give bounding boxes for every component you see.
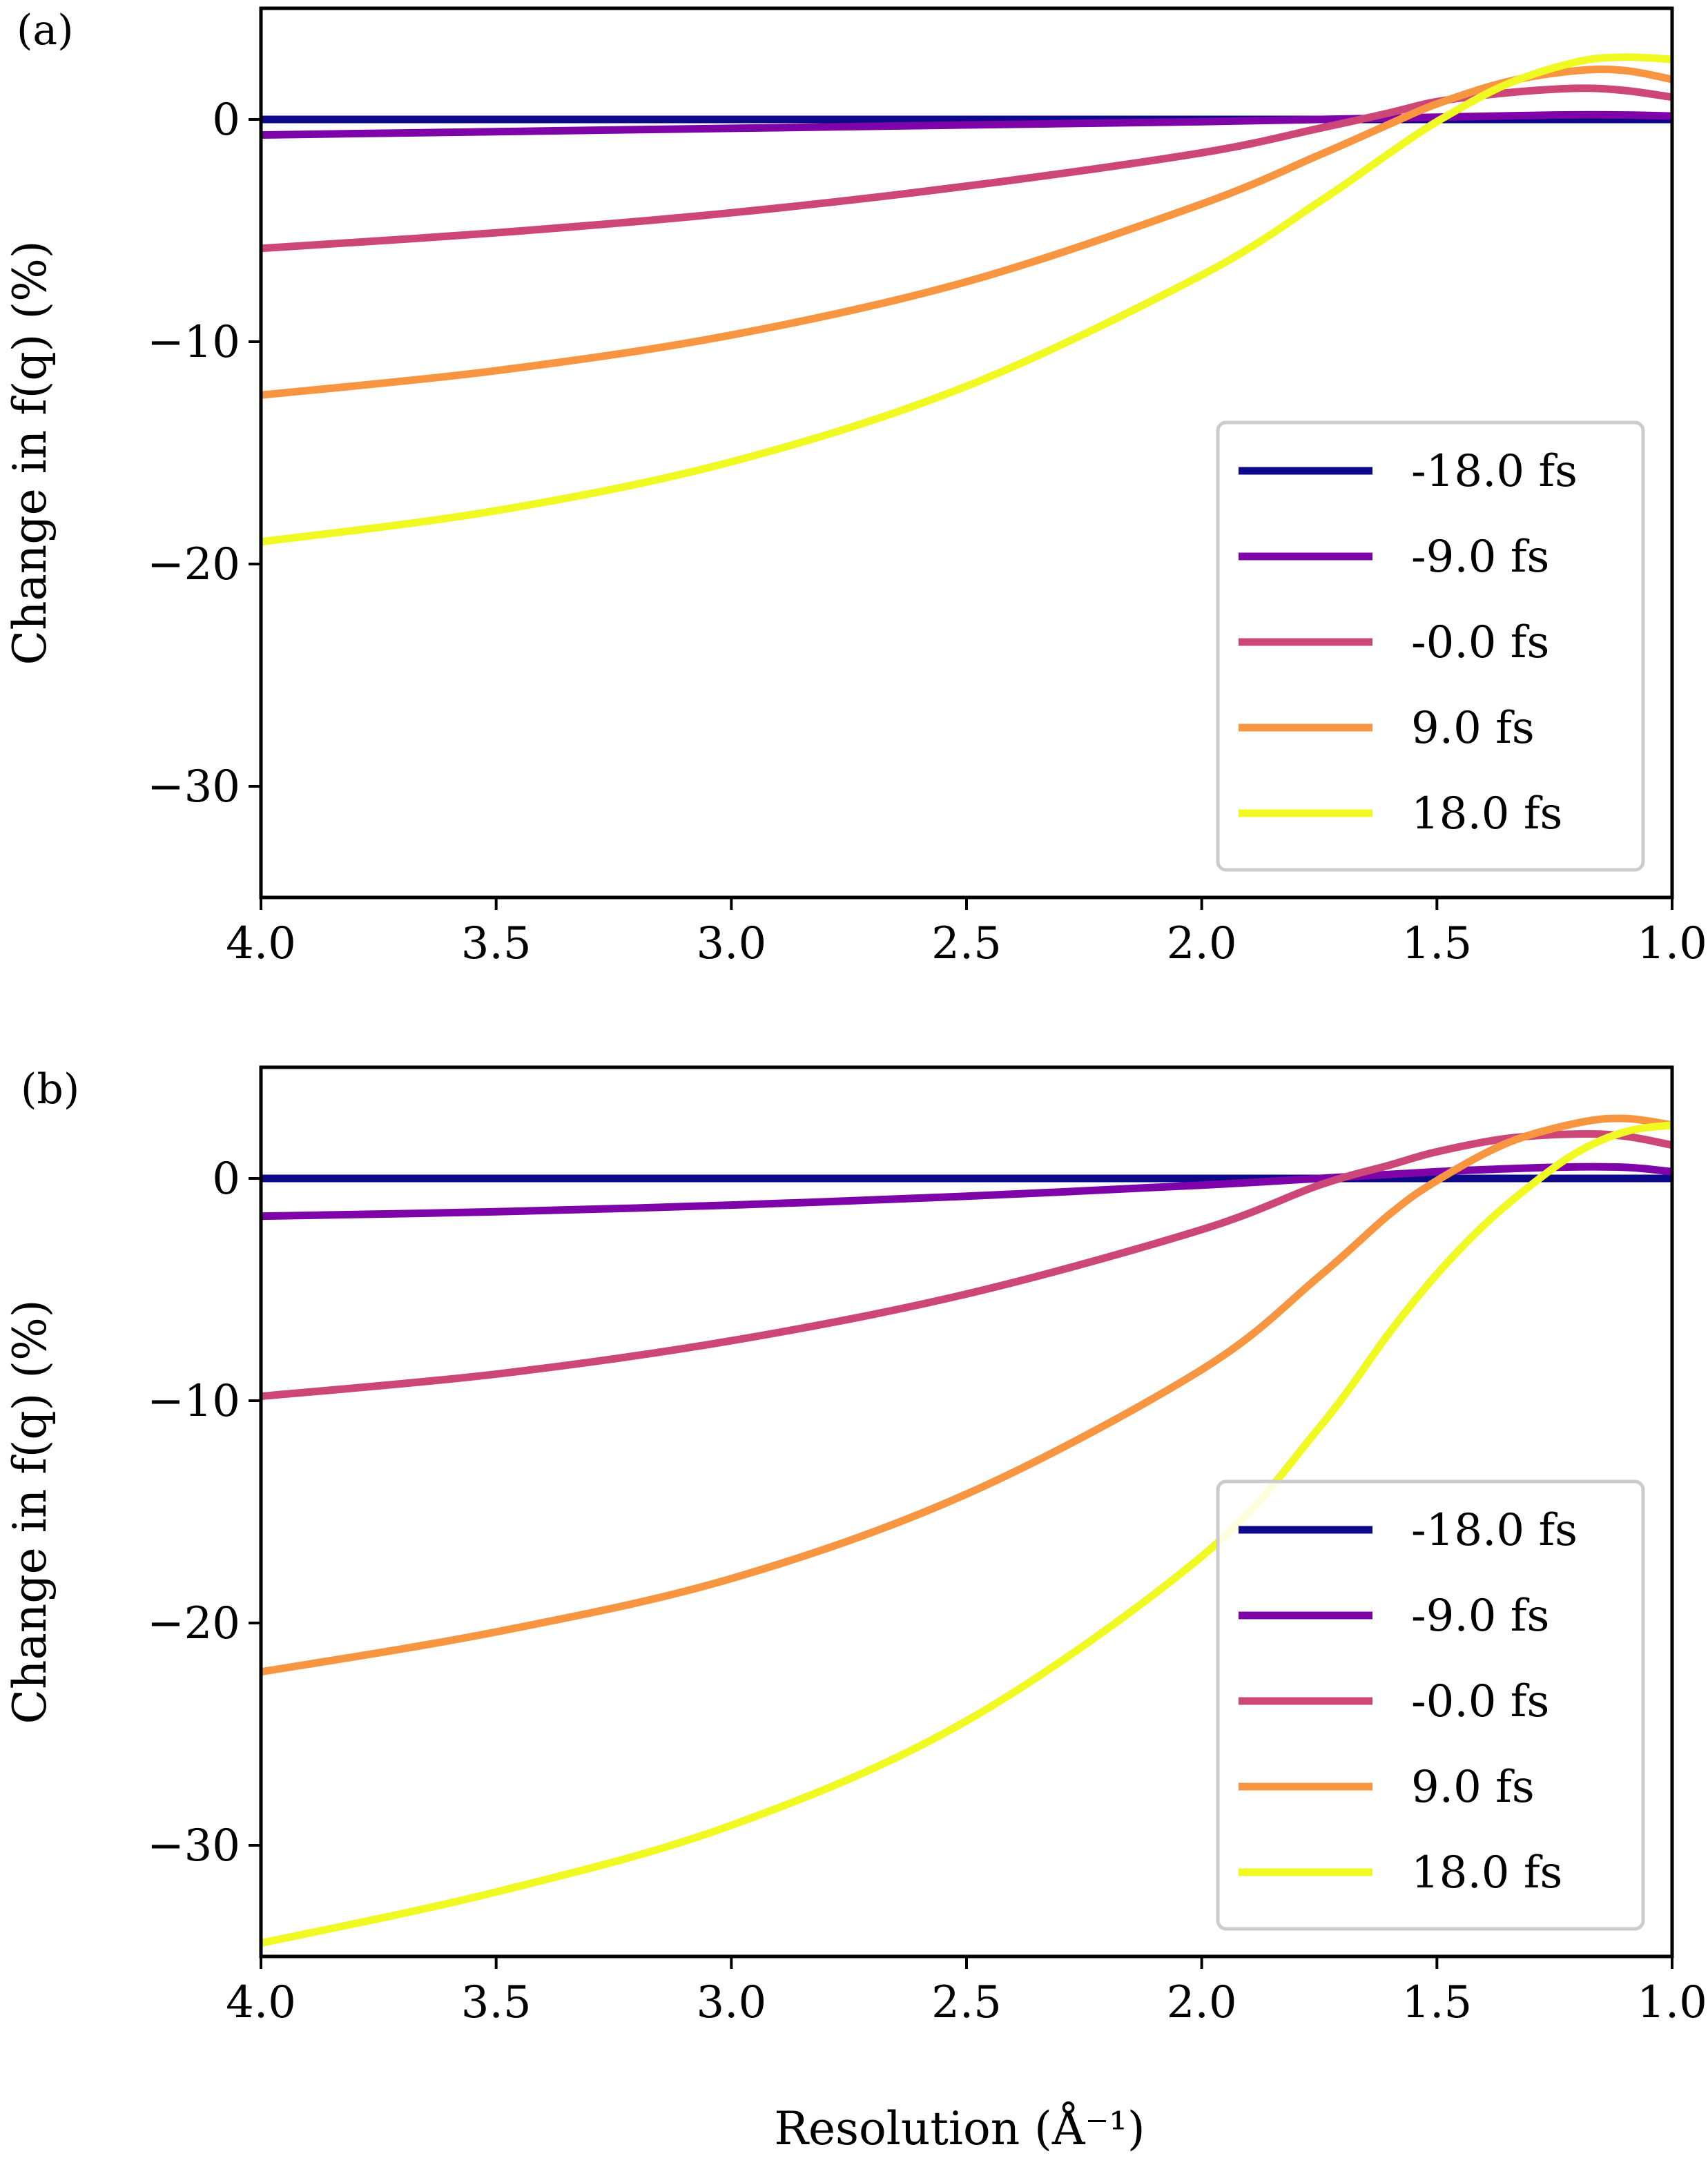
panel-b-x-tick-label: 3.0	[696, 1977, 766, 2028]
panel-a-legend-label-18-0-fs: -18.0 fs	[1411, 446, 1578, 497]
panel-b-legend-box	[1216, 1479, 1645, 1931]
panel-a-series-0-0-fs	[261, 84, 1672, 253]
panel-b-legend-label-0-0-fs: -0.0 fs	[1411, 1676, 1549, 1727]
panel-a-y-tick-label: −30	[147, 761, 240, 813]
panel-b-x-tick-label: 1.0	[1637, 1977, 1707, 2028]
panel-a-lines	[261, 53, 1672, 546]
panel-b-series-9-0-fs	[261, 1163, 1672, 1221]
panel-a-y-tick-label: −20	[147, 539, 240, 590]
panel-a-x-ticks: 4.0 3.5 3.0 2.5 2.0 1.5 1.0	[226, 897, 1707, 969]
panel-b-y-axis-title: Change in f(q) (%)	[3, 1299, 57, 1724]
panel-b-y-ticks: 0 −10 −20 −30	[147, 1154, 261, 1872]
panel-b-series-9-0-fs	[261, 1114, 1672, 1676]
panel-a-y-tick-label: 0	[212, 95, 240, 146]
panel-b-y-tick-label: −20	[147, 1598, 240, 1649]
x-axis-title: Resolution (Å⁻¹)	[774, 2102, 1145, 2155]
panel-b-label: (b)	[21, 1065, 79, 1114]
panel-b-legend-label-9-0-fs: 9.0 fs	[1411, 1762, 1535, 1813]
panel-b-series-0-0-fs	[261, 1129, 1672, 1401]
panel-b-legend: -18.0 fs -9.0 fs -0.0 fs 9.0 fs 18.0 fs	[1216, 1479, 1645, 1931]
panel-a-label: (a)	[17, 6, 74, 55]
panel-b-x-tick-label: 2.0	[1167, 1977, 1237, 2028]
panel-b-x-ticks: 4.0 3.5 3.0 2.5 2.0 1.5 1.0	[226, 1956, 1707, 2028]
panel-a-legend-box	[1216, 420, 1645, 872]
panel-a-y-tick-label: −10	[147, 317, 240, 368]
panel-a-x-tick-label: 2.5	[931, 918, 1002, 969]
panel-a-legend-label-0-0-fs: -0.0 fs	[1411, 617, 1549, 668]
panel-a-x-tick-label: 1.0	[1637, 918, 1707, 969]
panel-a-legend-label-9-0-fs: -9.0 fs	[1411, 532, 1549, 583]
panel-b-x-tick-label: 1.5	[1401, 1977, 1472, 2028]
panel-a-x-tick-label: 4.0	[226, 918, 296, 969]
panel-a-legend: -18.0 fs -9.0 fs -0.0 fs 9.0 fs 18.0 fs	[1216, 420, 1645, 872]
panel-b-x-tick-label: 2.5	[931, 1977, 1002, 2028]
panel-a-x-tick-label: 1.5	[1401, 918, 1472, 969]
panel-a-x-tick-label: 2.0	[1167, 918, 1237, 969]
panel-a-x-tick-label: 3.0	[696, 918, 766, 969]
panel-a-x-tick-label: 3.5	[461, 918, 532, 969]
panel-a-series-18-0-fs	[261, 53, 1672, 546]
panel-b-y-tick-label: −30	[147, 1820, 240, 1872]
panel-b-legend-label-9-0-fs: -9.0 fs	[1411, 1591, 1549, 1642]
panel-b-x-tick-label: 3.5	[461, 1977, 532, 2028]
panel-a-legend-label-18-0-fs: 18.0 fs	[1411, 788, 1562, 839]
panel-b-legend-label-18-0-fs: -18.0 fs	[1411, 1505, 1578, 1556]
panel-b-legend-label-18-0-fs: 18.0 fs	[1411, 1847, 1562, 1898]
panel-b: 4.0 3.5 3.0 2.5 2.0 1.5 1.0 0 −10 −20 −30 (b) Cha…	[3, 1065, 1707, 2028]
panel-b-x-tick-label: 4.0	[226, 1977, 296, 2028]
panel-b-y-tick-label: −10	[147, 1376, 240, 1427]
panel-a-y-axis-title: Change in f(q) (%)	[3, 240, 57, 665]
panel-b-y-tick-label: 0	[212, 1154, 240, 1205]
panel-a-series-9-0-fs	[261, 110, 1672, 139]
panel-a-y-ticks: 0 −10 −20 −30	[147, 95, 261, 813]
panel-a-legend-label-9-0-fs: 9.0 fs	[1411, 703, 1535, 754]
